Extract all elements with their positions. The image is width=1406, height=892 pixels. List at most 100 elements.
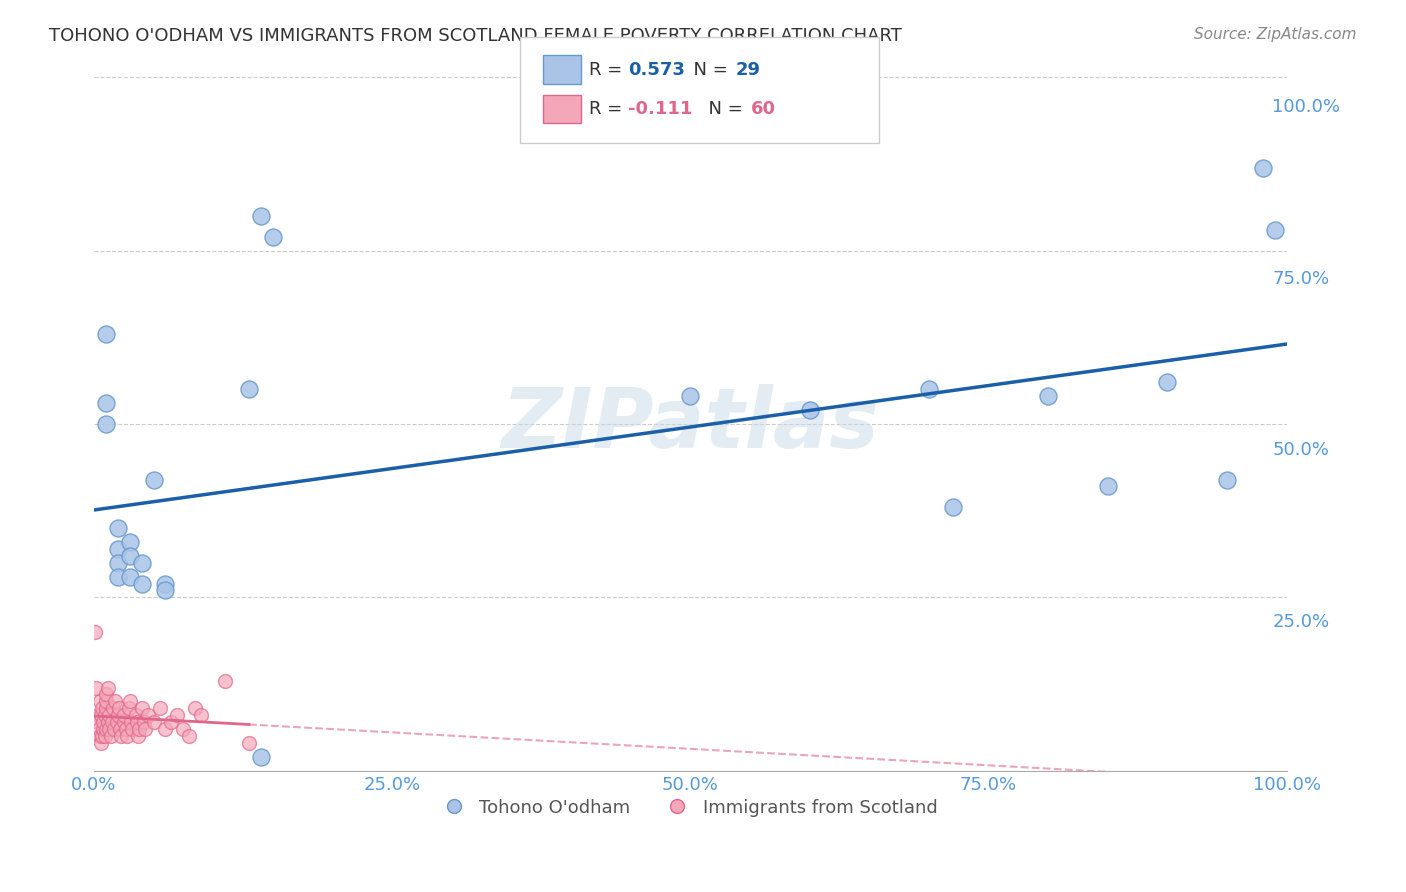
- Point: [1036, 389, 1059, 403]
- Point: [94, 701, 117, 715]
- Point: [131, 556, 153, 570]
- Point: [91, 701, 114, 715]
- Point: [160, 715, 183, 730]
- Point: [93, 722, 115, 736]
- Point: [112, 708, 135, 723]
- Point: [112, 715, 135, 730]
- Point: [120, 715, 142, 730]
- Point: [97, 715, 120, 730]
- Legend: Tohono O'odham, Immigrants from Scotland: Tohono O'odham, Immigrants from Scotland: [436, 790, 945, 824]
- Point: [1097, 479, 1119, 493]
- Point: [155, 576, 177, 591]
- Point: [89, 694, 111, 708]
- Point: [107, 569, 129, 583]
- Point: [127, 729, 149, 743]
- Point: [155, 583, 177, 598]
- Point: [136, 708, 159, 723]
- Point: [105, 715, 128, 730]
- Text: 29: 29: [735, 61, 761, 78]
- Point: [118, 694, 141, 708]
- Text: N =: N =: [682, 61, 734, 78]
- Point: [101, 701, 124, 715]
- Point: [134, 722, 156, 736]
- Point: [214, 673, 236, 688]
- Point: [87, 722, 110, 736]
- Text: 50.0%: 50.0%: [1272, 442, 1329, 459]
- Point: [131, 701, 153, 715]
- Text: 75.0%: 75.0%: [1272, 269, 1330, 288]
- Point: [94, 694, 117, 708]
- Text: 0.573: 0.573: [628, 61, 685, 78]
- Point: [1156, 376, 1178, 390]
- Text: Source: ZipAtlas.com: Source: ZipAtlas.com: [1194, 27, 1357, 42]
- Point: [1251, 161, 1274, 175]
- Point: [97, 681, 120, 695]
- Point: [190, 708, 212, 723]
- Point: [262, 230, 284, 244]
- Point: [107, 541, 129, 556]
- Point: [100, 729, 122, 743]
- Point: [918, 383, 941, 397]
- Point: [250, 749, 273, 764]
- Point: [84, 625, 107, 640]
- Point: [98, 722, 121, 736]
- Point: [250, 209, 273, 223]
- Point: [101, 715, 124, 730]
- Text: TOHONO O'ODHAM VS IMMIGRANTS FROM SCOTLAND FEMALE POVERTY CORRELATION CHART: TOHONO O'ODHAM VS IMMIGRANTS FROM SCOTLA…: [49, 27, 903, 45]
- Point: [107, 556, 129, 570]
- Point: [679, 389, 702, 403]
- Point: [103, 722, 125, 736]
- Point: [86, 681, 108, 695]
- Point: [104, 694, 127, 708]
- Point: [93, 729, 115, 743]
- Point: [132, 715, 155, 730]
- Point: [94, 396, 117, 410]
- Point: [90, 708, 112, 723]
- Point: [94, 417, 117, 431]
- Text: R =: R =: [589, 100, 628, 118]
- Point: [89, 729, 111, 743]
- Point: [148, 701, 170, 715]
- Point: [1264, 223, 1286, 237]
- Point: [118, 535, 141, 549]
- Point: [117, 729, 139, 743]
- Text: R =: R =: [589, 61, 628, 78]
- Point: [125, 715, 148, 730]
- Point: [799, 403, 821, 417]
- Point: [118, 569, 141, 583]
- Point: [238, 383, 260, 397]
- Point: [108, 701, 131, 715]
- Point: [107, 708, 129, 723]
- Point: [942, 500, 965, 515]
- Point: [94, 688, 117, 702]
- Point: [94, 722, 117, 736]
- Point: [118, 549, 141, 563]
- Text: N =: N =: [697, 100, 749, 118]
- Point: [131, 576, 153, 591]
- Point: [108, 722, 131, 736]
- Text: 60: 60: [751, 100, 776, 118]
- Point: [166, 708, 188, 723]
- Text: 100.0%: 100.0%: [1272, 98, 1340, 116]
- Point: [86, 708, 108, 723]
- Point: [184, 701, 207, 715]
- Point: [93, 708, 115, 723]
- Point: [155, 722, 177, 736]
- Point: [121, 722, 143, 736]
- Point: [98, 708, 121, 723]
- Point: [142, 715, 165, 730]
- Point: [128, 722, 150, 736]
- Text: 25.0%: 25.0%: [1272, 613, 1330, 632]
- Point: [110, 729, 132, 743]
- Point: [142, 473, 165, 487]
- Point: [1216, 473, 1239, 487]
- Text: -0.111: -0.111: [628, 100, 693, 118]
- Text: ZIPatlas: ZIPatlas: [502, 384, 879, 465]
- Point: [94, 326, 117, 341]
- Point: [124, 708, 146, 723]
- Point: [93, 715, 115, 730]
- Point: [91, 729, 114, 743]
- Point: [172, 722, 194, 736]
- Point: [179, 729, 201, 743]
- Point: [117, 701, 139, 715]
